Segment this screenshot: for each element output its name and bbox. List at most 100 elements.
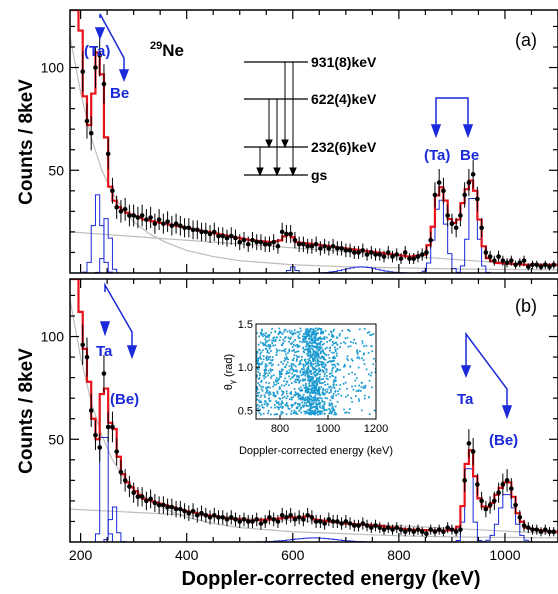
panel-a-data-point: [156, 209, 162, 231]
inset-point: [312, 363, 315, 366]
inset-point: [307, 332, 310, 334]
inset-point: [306, 348, 309, 351]
inset-point: [318, 403, 321, 406]
inset-point: [330, 338, 332, 341]
inset-point: [320, 351, 322, 353]
inset-point: [299, 395, 302, 397]
inset-point: [322, 407, 325, 410]
inset-point: [259, 374, 261, 377]
inset-point: [258, 363, 261, 366]
inset-point: [312, 349, 315, 352]
inset-point: [260, 332, 263, 334]
inset-point: [314, 353, 317, 356]
panel-a-data-point: [492, 255, 497, 266]
panel-a-data-point: [415, 250, 421, 263]
panel-b-data-point: [534, 524, 540, 535]
inset-point: [298, 387, 300, 390]
inset-point: [269, 400, 272, 402]
inset-point: [334, 377, 337, 380]
inset-point: [285, 380, 288, 383]
inset-point: [321, 392, 324, 395]
inset-point: [256, 405, 258, 407]
inset-point: [316, 369, 319, 371]
panel-b-data-point: [233, 512, 238, 527]
inset-point: [319, 373, 321, 376]
inset-point: [276, 391, 279, 393]
inset-point: [325, 409, 328, 411]
inset-point: [321, 369, 324, 372]
inset-point: [344, 342, 347, 345]
inset-point: [323, 403, 326, 406]
inset-point: [306, 391, 308, 394]
inset-point: [273, 383, 276, 386]
inset-point: [306, 376, 309, 378]
inset-point: [297, 378, 300, 381]
inset-point: [306, 373, 309, 376]
inset-point: [330, 351, 333, 354]
inset-point: [312, 331, 315, 334]
inset-point: [319, 396, 321, 399]
panel-a-data-point: [458, 204, 463, 227]
inset-point: [306, 344, 309, 347]
inset-point: [278, 403, 280, 406]
inset-point: [334, 346, 336, 349]
inset-point: [312, 333, 314, 336]
inset-point: [312, 377, 314, 380]
inset-point: [272, 344, 274, 347]
panel-b-data-point: [296, 510, 302, 525]
inset-point: [288, 348, 291, 351]
inset-point: [319, 394, 322, 397]
inset-point: [292, 333, 294, 336]
panel-b-data-point: [267, 510, 272, 525]
inset-point: [290, 364, 293, 367]
panel-b-data-point: [483, 500, 489, 518]
panel-b-data-point: [521, 519, 527, 532]
inset-point: [308, 383, 310, 385]
inset-point: [342, 376, 345, 378]
inset-point: [320, 361, 322, 363]
panel-b-data-point: [292, 512, 298, 527]
panel-a-data-point: [475, 186, 480, 212]
panel-b-data-point: [93, 420, 98, 450]
inset-point: [318, 393, 321, 395]
nucleus-mass: 29: [150, 40, 162, 52]
panel-a-data-point: [373, 248, 378, 261]
inset-point: [315, 342, 317, 345]
inset-point: [347, 394, 349, 397]
inset-point: [295, 412, 297, 415]
transition-arrows: [256, 62, 297, 177]
inset-point: [268, 334, 270, 337]
inset-point: [332, 381, 335, 384]
inset-point: [289, 378, 292, 380]
inset-point: [257, 394, 260, 397]
inset-point: [311, 387, 313, 389]
inset-point: [268, 372, 271, 375]
panel-b-data-point: [250, 514, 255, 528]
x-axis-title: Doppler-corrected energy (keV): [182, 568, 481, 590]
inset-point: [285, 413, 288, 415]
panel-a-data-point: [305, 238, 310, 254]
panel-b-data-point: [542, 524, 548, 535]
inset-point: [309, 348, 311, 351]
inset-point: [306, 368, 309, 371]
inset-point: [307, 363, 309, 365]
inset-point: [302, 338, 305, 341]
inset-point: [331, 396, 333, 399]
panel-b-data-point: [343, 514, 349, 528]
inset-point: [293, 380, 296, 383]
inset-point: [279, 336, 282, 339]
inset-point: [329, 372, 331, 375]
inset-point: [296, 393, 298, 396]
inset-point: [337, 393, 340, 395]
panel-b-data-point: [381, 524, 387, 535]
inset-point: [291, 405, 293, 408]
inset-point: [287, 358, 289, 361]
inset-point: [306, 367, 309, 370]
inset-point: [272, 385, 275, 388]
inset-point: [292, 359, 294, 362]
inset-point: [270, 364, 273, 367]
inset-point: [264, 373, 266, 376]
inset-point: [333, 380, 336, 382]
inset-point: [307, 379, 309, 382]
